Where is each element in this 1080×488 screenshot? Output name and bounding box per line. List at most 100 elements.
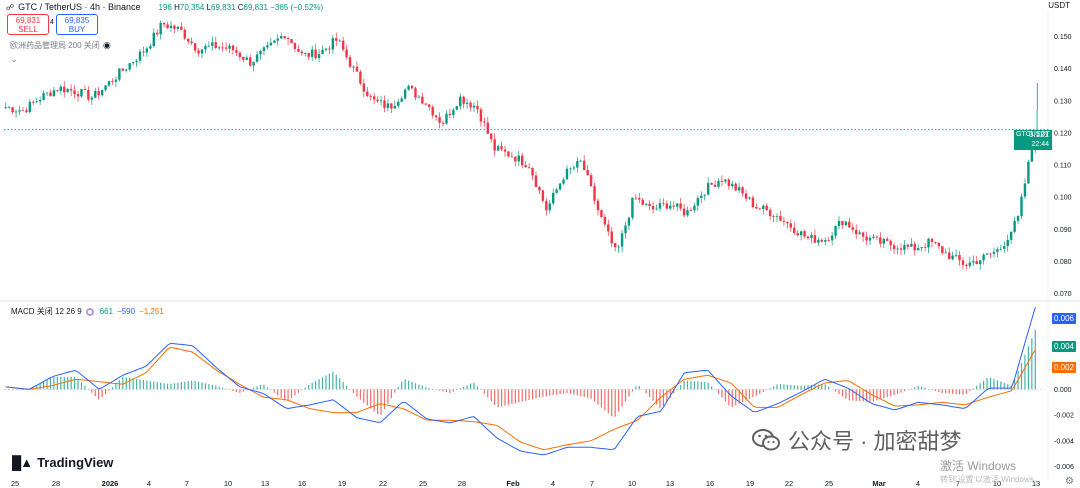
candle-body: [145, 48, 149, 53]
price-tick-label: 0.100: [1054, 195, 1072, 202]
histogram-bar: [335, 374, 337, 390]
candle-body: [245, 57, 248, 60]
histogram-bar: [711, 386, 713, 390]
indicator-label[interactable]: 欧洲药品管理局 200 关闭: [10, 41, 100, 50]
histogram-bar: [418, 384, 420, 390]
histogram-bar: [242, 389, 244, 392]
histogram-bar: [876, 389, 878, 401]
histogram-bar: [404, 379, 406, 390]
histogram-bar: [132, 378, 134, 390]
histogram-bar: [931, 389, 933, 391]
histogram-bar: [294, 389, 296, 396]
histogram-bar: [222, 387, 224, 390]
candle-body: [600, 210, 603, 218]
histogram-bar: [390, 389, 392, 399]
histogram-bar: [828, 386, 830, 390]
histogram-bar: [266, 387, 269, 390]
histogram-bar: [232, 389, 234, 391]
chart-settings-icon[interactable]: ⚙: [1065, 476, 1074, 487]
histogram-bar: [883, 389, 885, 399]
candle-body: [496, 146, 500, 151]
candle-body: [693, 205, 696, 211]
candle-body: [286, 38, 290, 40]
symbol-title[interactable]: GTC / TetherUS · 4h · Binance: [18, 2, 141, 12]
histogram-bar: [628, 389, 630, 397]
histogram-bar: [525, 389, 527, 401]
candle-body: [782, 220, 786, 222]
candle-body: [1023, 183, 1027, 197]
histogram-bar: [239, 389, 241, 393]
windows-activation-notice: 激活 Windows 转到'设置'以激活 Windows。: [940, 459, 1042, 487]
candle-body: [417, 96, 421, 98]
candle-body: [80, 89, 83, 97]
candle-body: [741, 187, 744, 194]
time-tick-label: 13: [261, 479, 269, 488]
tradingview-logo[interactable]: █▲ TradingView: [12, 455, 113, 470]
candle-body: [300, 51, 304, 54]
histogram-bar: [39, 383, 41, 390]
time-tick-label: 7: [956, 479, 960, 488]
histogram-bar: [463, 386, 465, 390]
candle-body: [858, 232, 861, 235]
histogram-bar: [342, 382, 344, 390]
candle-body: [944, 252, 947, 254]
macd-hist-value: 661: [99, 307, 114, 316]
histogram-bar: [473, 382, 475, 390]
tradingview-brand-text: TradingView: [37, 455, 114, 470]
histogram-bar: [383, 389, 386, 410]
candle-body: [827, 240, 830, 241]
candle-body: [4, 107, 7, 109]
macd-label[interactable]: MACD 关闭 12 26 9: [11, 307, 82, 316]
candle-body: [283, 36, 286, 39]
candle-body: [882, 238, 885, 244]
histogram-bar: [311, 382, 313, 390]
histogram-bar: [958, 389, 961, 395]
candle-body: [107, 81, 111, 86]
candle-body: [978, 260, 982, 265]
eye-icon[interactable]: ◉: [103, 40, 111, 50]
histogram-bar: [139, 379, 141, 390]
histogram-bar: [166, 383, 169, 390]
candle-body: [324, 48, 328, 50]
histogram-bar: [507, 389, 510, 405]
candle-body: [266, 45, 269, 48]
histogram-bar: [814, 384, 816, 390]
buy-button[interactable]: 69,835 BUY: [56, 14, 98, 35]
histogram-bar: [852, 389, 854, 401]
histogram-bar: [717, 389, 720, 394]
histogram-bar: [325, 375, 327, 390]
histogram-bar: [129, 377, 131, 390]
indicator-settings-icon[interactable]: [85, 307, 94, 316]
currency-label[interactable]: USDT: [1048, 1, 1070, 10]
sell-button[interactable]: 69,831 SELL: [7, 14, 49, 35]
candle-body: [768, 210, 772, 216]
candle-body: [183, 29, 186, 39]
candle-body: [538, 187, 541, 191]
histogram-bar: [273, 389, 275, 393]
candle-body: [772, 215, 775, 217]
candle-body: [187, 38, 190, 42]
histogram-bar: [662, 389, 664, 407]
histogram-bar: [135, 378, 138, 390]
candle-body: [669, 205, 672, 209]
candle-body: [273, 40, 276, 43]
candle-body: [799, 231, 803, 236]
candle-body: [131, 62, 135, 64]
candle-body: [428, 104, 431, 107]
candle-body: [534, 175, 538, 188]
candle-body: [985, 253, 989, 255]
macd-tick-label: -0.006: [1054, 464, 1074, 471]
candle-body: [100, 89, 104, 96]
histogram-bar: [122, 376, 124, 390]
candle-body: [968, 262, 972, 266]
histogram-bar: [476, 386, 479, 390]
histogram-bar: [621, 389, 623, 407]
symbol-search-icon[interactable]: ☍: [6, 2, 15, 12]
candle-body: [796, 233, 799, 236]
histogram-bar: [879, 389, 881, 400]
histogram-bar: [741, 389, 744, 403]
histogram-bar: [903, 389, 906, 392]
histogram-bar: [1034, 330, 1036, 390]
collapse-chevron-icon[interactable]: ⌄: [10, 54, 18, 64]
